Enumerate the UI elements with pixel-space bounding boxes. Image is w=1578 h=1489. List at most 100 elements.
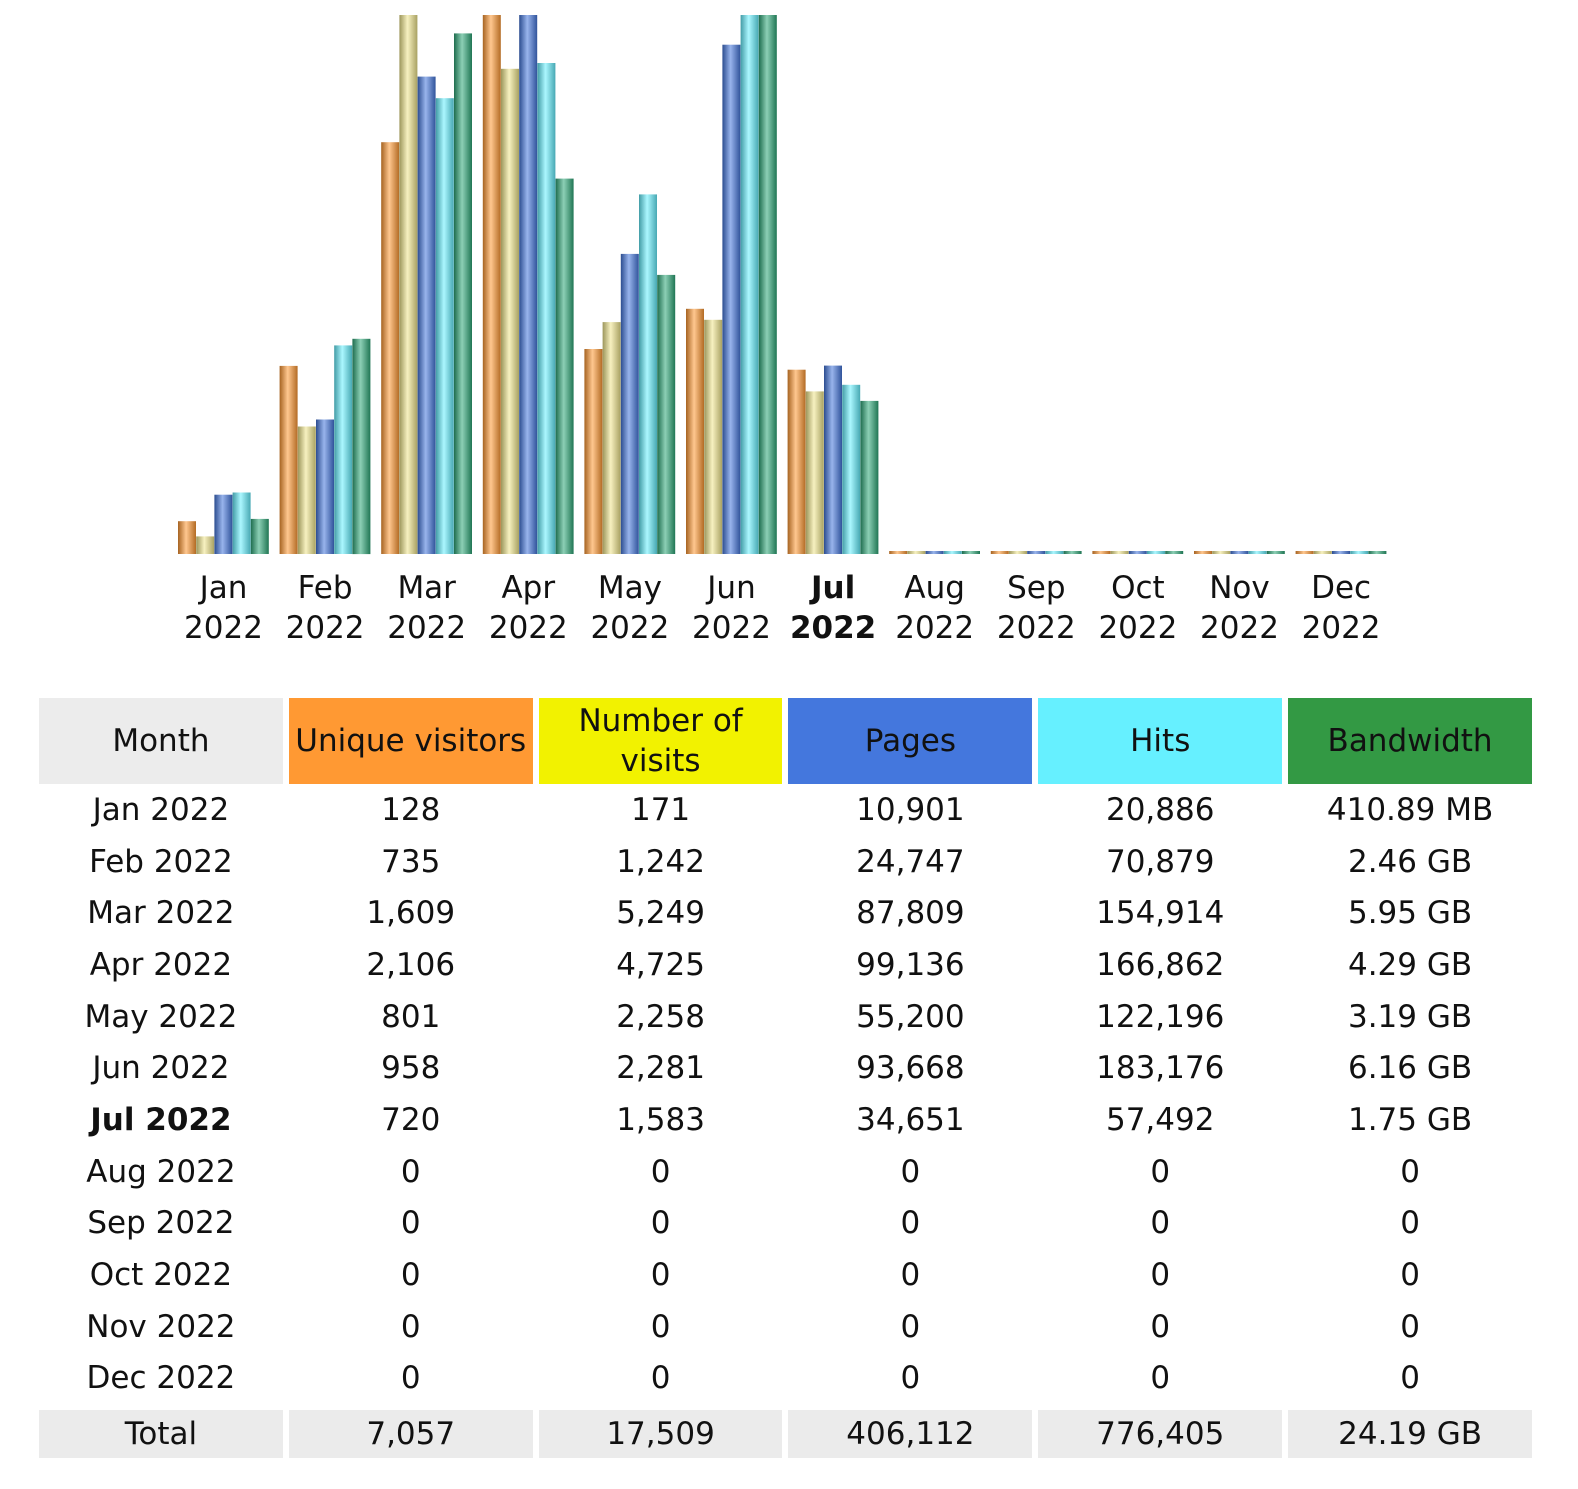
cell-unique-visitors: 958 xyxy=(381,1050,441,1087)
bar-hits-may-2022 xyxy=(639,194,657,554)
x-tick-month: Feb xyxy=(298,570,353,606)
x-tick-year: 2022 xyxy=(286,610,365,646)
x-tick-year: 2022 xyxy=(692,610,771,646)
x-tick-month: Aug xyxy=(904,570,965,606)
table-row: Mar 2022 1,609 5,249 87,809 154,914 5.95 GB xyxy=(39,887,1532,939)
cell-hits: 0 xyxy=(1150,1308,1171,1345)
cell-hits: 0 xyxy=(1150,1360,1171,1397)
table-header-row: Month Unique visitors Number of visits Page… xyxy=(39,698,1532,784)
bar-bandwidth-jul-2022 xyxy=(860,400,879,554)
cell-hits: 57,492 xyxy=(1105,1101,1215,1138)
x-tick-label: Jan 2022 xyxy=(184,570,263,646)
cell-number-of-visits: 1,583 xyxy=(616,1101,705,1138)
column-header-hits: Hits xyxy=(1038,698,1283,784)
cell-pages: 93,668 xyxy=(856,1050,965,1087)
x-tick-year: 2022 xyxy=(1302,610,1381,646)
bar-number-of-visits-jan-2022 xyxy=(196,536,215,554)
cell-bandwidth: 4.29 GB xyxy=(1347,946,1473,983)
table-row: Apr 2022 2,106 4,725 99,136 166,862 4.29 GB xyxy=(39,939,1532,991)
column-header-pages: Pages xyxy=(788,698,1033,784)
x-tick-label: Aug 2022 xyxy=(895,570,974,646)
bar-unique-visitors-dec-2022 xyxy=(1295,551,1314,554)
cell-number-of-visits: 1,242 xyxy=(616,843,705,880)
bar-number-of-visits-oct-2022 xyxy=(1110,551,1129,554)
column-header-unique-visitors: Unique visitors xyxy=(288,698,533,784)
bar-number-of-visits-sep-2022 xyxy=(1009,551,1027,554)
cell-bandwidth: 6.16 GB xyxy=(1347,1050,1473,1087)
cell-month: Feb 2022 xyxy=(89,843,233,880)
bar-pages-apr-2022 xyxy=(519,15,538,554)
cell-number-of-visits: 171 xyxy=(630,791,691,828)
cell-number-of-visits: 4,725 xyxy=(616,946,705,983)
cell-month: Oct 2022 xyxy=(89,1257,233,1294)
column-header-month: Month xyxy=(39,698,283,784)
bar-hits-aug-2022 xyxy=(943,551,962,554)
table-row: Dec 2022 0 0 0 0 0 xyxy=(39,1353,1532,1405)
bar-pages-feb-2022 xyxy=(316,419,334,554)
bar-number-of-visits-aug-2022 xyxy=(907,551,926,554)
monthly-history-chart: Jan 2022 Feb 2022 Mar 2022 Apr 2022 May 2022 Jun 20… xyxy=(178,15,1387,646)
total-number-of-visits: 17,509 xyxy=(538,1410,783,1459)
cell-unique-visitors: 2,106 xyxy=(366,946,456,983)
cell-hits: 20,886 xyxy=(1105,791,1215,828)
x-tick-label: May 2022 xyxy=(590,570,669,646)
bar-bandwidth-dec-2022 xyxy=(1368,551,1387,554)
cell-pages: 0 xyxy=(900,1257,921,1294)
cell-unique-visitors: 128 xyxy=(381,791,441,828)
bar-pages-jan-2022 xyxy=(214,494,233,554)
bar-number-of-visits-may-2022 xyxy=(602,322,621,554)
bar-pages-dec-2022 xyxy=(1332,551,1350,554)
cell-pages: 24,747 xyxy=(856,843,965,880)
bar-number-of-visits-mar-2022 xyxy=(399,15,418,554)
bar-unique-visitors-feb-2022 xyxy=(279,365,298,554)
table-row: Oct 2022 0 0 0 0 0 xyxy=(39,1249,1532,1301)
total-unique-visitors: 7,057 xyxy=(288,1410,533,1459)
bar-pages-may-2022 xyxy=(620,253,639,554)
cell-bandwidth: 3.19 GB xyxy=(1347,998,1473,1035)
bar-number-of-visits-nov-2022 xyxy=(1212,551,1231,554)
cell-month: Apr 2022 xyxy=(89,946,233,983)
cell-pages: 99,136 xyxy=(856,946,965,983)
table-row: Nov 2022 0 0 0 0 0 xyxy=(39,1301,1532,1353)
bar-hits-jul-2022 xyxy=(842,384,861,554)
cell-unique-visitors: 0 xyxy=(400,1257,421,1294)
table-row: Sep 2022 0 0 0 0 0 xyxy=(39,1198,1532,1250)
bar-hits-dec-2022 xyxy=(1350,551,1369,554)
bar-bandwidth-sep-2022 xyxy=(1063,551,1082,554)
chart-bars xyxy=(178,15,1387,555)
x-tick-month: Jul xyxy=(809,570,855,606)
total-month: Total xyxy=(39,1410,283,1459)
cell-unique-visitors: 0 xyxy=(400,1205,421,1242)
x-tick-month: Nov xyxy=(1209,570,1270,606)
bar-hits-apr-2022 xyxy=(537,63,556,554)
cell-pages: 0 xyxy=(900,1360,921,1397)
bar-pages-jul-2022 xyxy=(824,365,842,554)
x-tick-year: 2022 xyxy=(590,610,669,646)
cell-pages: 0 xyxy=(900,1153,921,1190)
bar-pages-jun-2022 xyxy=(722,44,741,554)
x-tick-month: Oct xyxy=(1111,570,1165,606)
cell-number-of-visits: 0 xyxy=(650,1153,671,1190)
monthly-stats-table: Month Unique visitors Number of visits Page… xyxy=(33,698,1538,1459)
x-tick-year: 2022 xyxy=(387,610,466,646)
bar-bandwidth-oct-2022 xyxy=(1165,551,1184,554)
cell-month: Mar 2022 xyxy=(87,895,235,932)
total-hits: 776,405 xyxy=(1038,1410,1283,1459)
cell-unique-visitors: 720 xyxy=(381,1101,441,1138)
cell-hits: 122,196 xyxy=(1096,998,1225,1035)
table-row: Jan 2022 128 171 10,901 20,886 410.89 MB xyxy=(39,784,1532,836)
x-tick-year: 2022 xyxy=(184,610,263,646)
x-tick-label: Dec 2022 xyxy=(1302,570,1381,646)
bar-number-of-visits-dec-2022 xyxy=(1313,551,1332,554)
bar-pages-oct-2022 xyxy=(1128,551,1147,554)
cell-hits: 183,176 xyxy=(1096,1050,1225,1087)
x-tick-month: Dec xyxy=(1311,570,1371,606)
x-tick-label: Sep 2022 xyxy=(997,570,1076,646)
x-tick-label: Feb 2022 xyxy=(286,570,365,646)
cell-month: May 2022 xyxy=(84,998,238,1035)
cell-pages: 10,901 xyxy=(856,791,965,828)
cell-month: Jan 2022 xyxy=(92,791,230,828)
x-tick-month: Jun xyxy=(705,570,755,606)
bar-bandwidth-may-2022 xyxy=(657,274,676,554)
bar-pages-aug-2022 xyxy=(925,551,944,554)
